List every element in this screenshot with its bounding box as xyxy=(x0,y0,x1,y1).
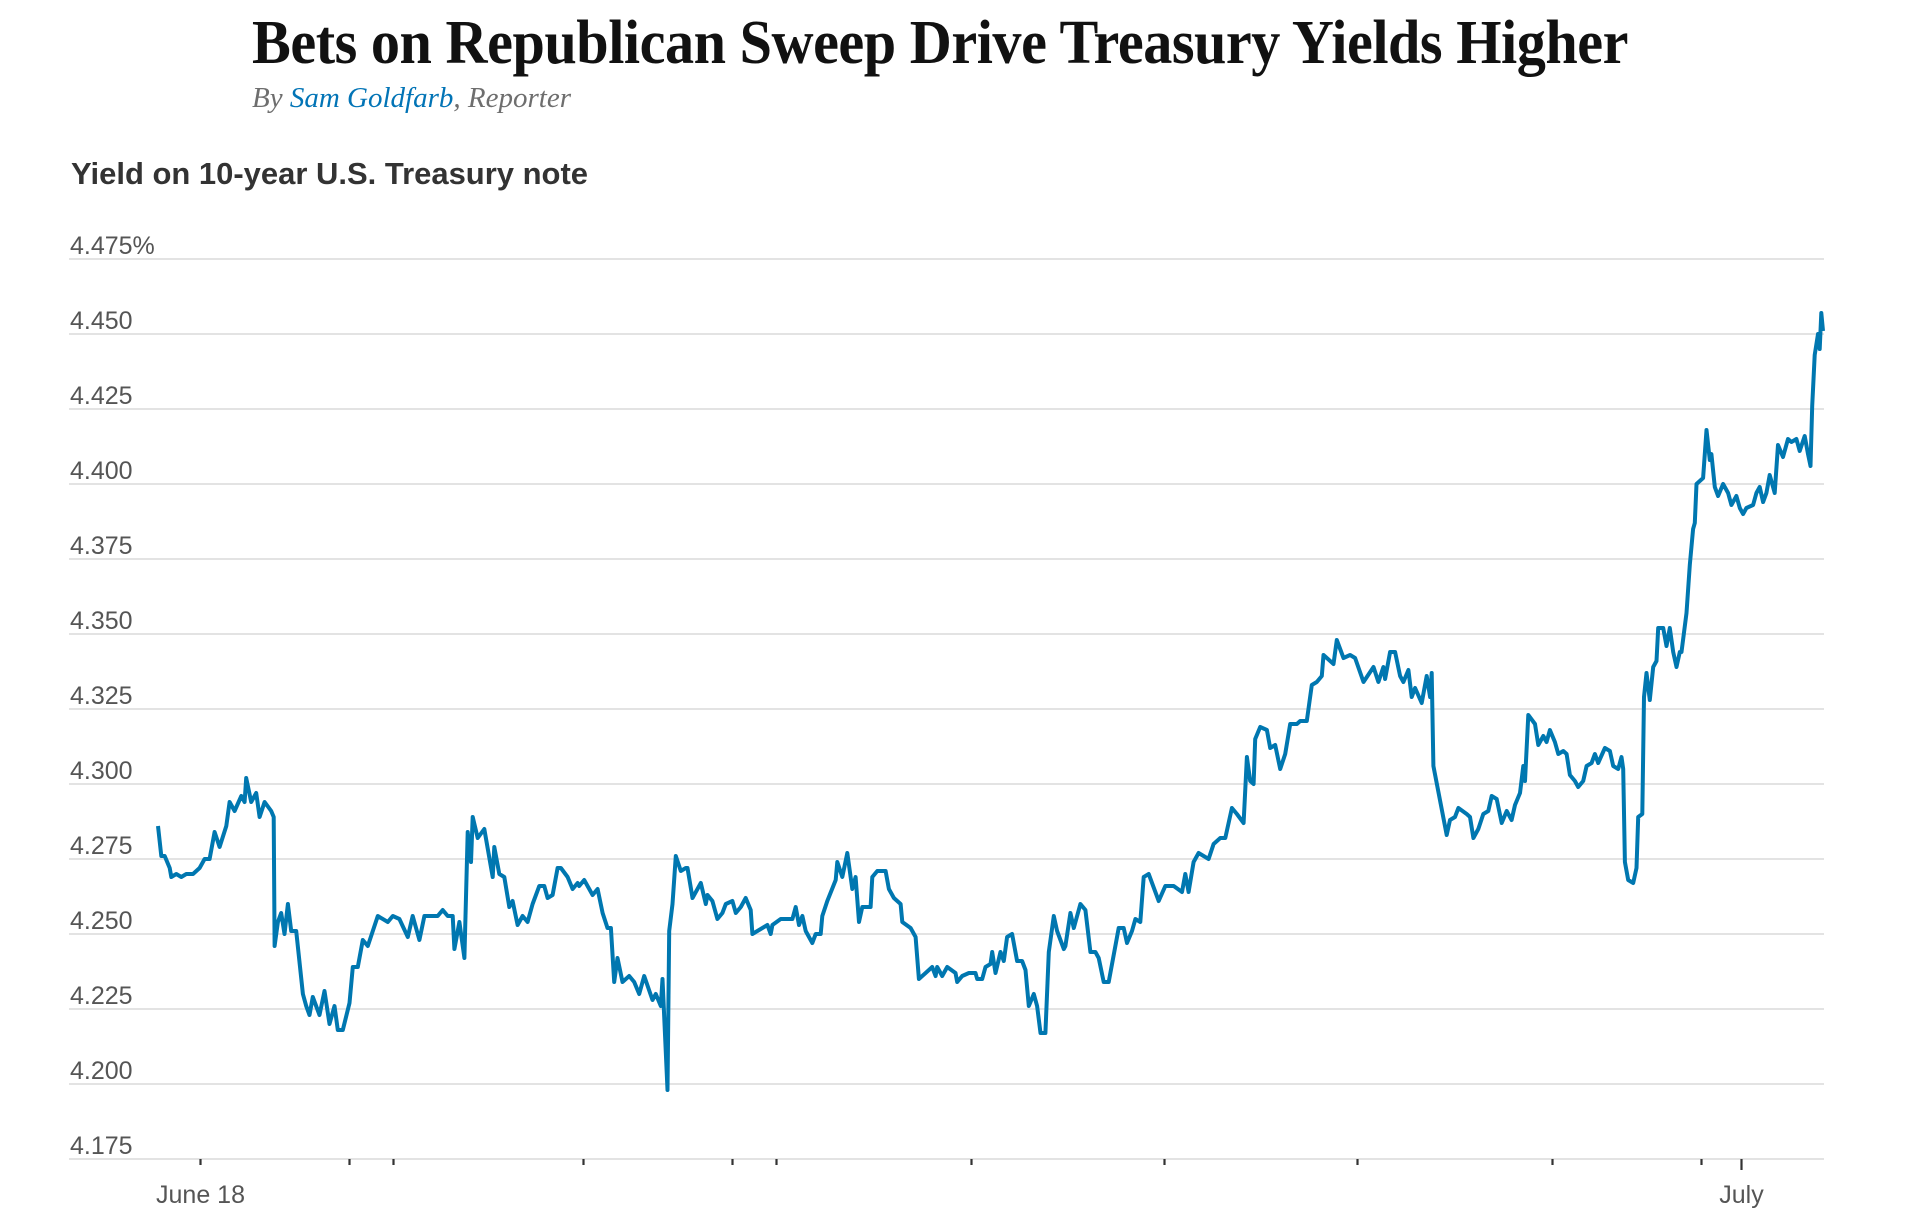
y-tick-label: 4.300 xyxy=(70,757,133,785)
x-tick-label: July xyxy=(1719,1181,1764,1209)
y-tick-label: 4.200 xyxy=(70,1057,133,1085)
x-tick-label: June 18 xyxy=(156,1181,245,1209)
y-tick-label: 4.425 xyxy=(70,382,133,410)
byline: By Sam Goldfarb, Reporter xyxy=(252,82,571,114)
y-tick-label: 4.225 xyxy=(70,982,133,1010)
y-tick-label: 4.400 xyxy=(70,457,133,485)
byline-suffix: , Reporter xyxy=(453,82,571,114)
y-tick-label: 4.450 xyxy=(70,307,133,335)
y-tick-label: 4.375 xyxy=(70,532,133,560)
author-link[interactable]: Sam Goldfarb xyxy=(289,82,454,114)
chart-title: Yield on 10-year U.S. Treasury note xyxy=(71,156,588,191)
y-tick-label: 4.175 xyxy=(70,1132,133,1160)
x-axis: June 18 July xyxy=(156,1159,1764,1209)
byline-prefix: By xyxy=(252,82,290,114)
series-layer xyxy=(156,311,1825,1092)
y-tick-label: 4.475% xyxy=(70,232,155,260)
y-tick-label: 4.275 xyxy=(70,832,133,860)
gridlines xyxy=(69,258,1824,1160)
y-tick-label: 4.250 xyxy=(70,907,133,935)
y-tick-label: 4.325 xyxy=(70,682,133,710)
headline: Bets on Republican Sweep Drive Treasury … xyxy=(252,9,1628,77)
y-tick-label: 4.350 xyxy=(70,607,133,635)
y-axis-tick-labels: 4.475% 4.450 4.425 4.400 4.375 4.350 4.325 4.30… xyxy=(70,232,155,1160)
yield-line xyxy=(156,311,1825,1092)
